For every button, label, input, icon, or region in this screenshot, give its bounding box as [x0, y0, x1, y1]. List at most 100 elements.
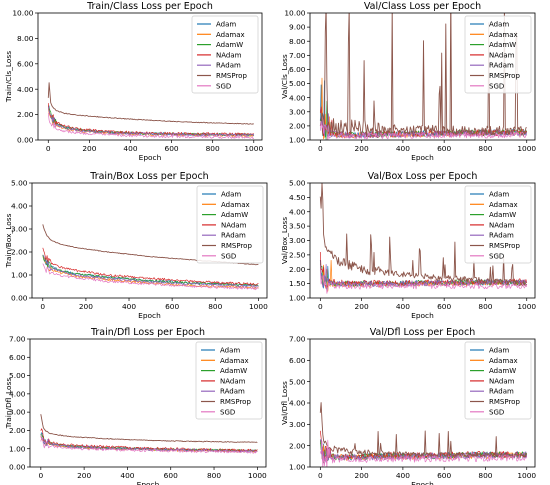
x-tick-label: 600	[165, 302, 179, 311]
axes-frame	[31, 182, 268, 299]
y-tick-label: 2.00	[11, 248, 28, 257]
y-tick-label: 1.00	[9, 444, 26, 453]
legend-entry: RAdam	[220, 388, 245, 396]
legend-box	[464, 341, 532, 420]
series-lines	[319, 183, 528, 294]
x-tick-label: 600	[437, 471, 451, 480]
series-line-adamw	[42, 254, 259, 287]
x-tick-label: 1000	[249, 302, 268, 311]
x-tick-label: 200	[355, 302, 369, 311]
y-tick-label: 6.00	[9, 353, 26, 362]
legend-box	[196, 185, 264, 264]
x-tick-label: 0	[318, 302, 323, 311]
legend-entry: AdamW	[216, 41, 243, 49]
legend-entry: AdamW	[489, 367, 516, 375]
x-tick-label: 200	[82, 144, 96, 153]
series-line-rmsprop	[319, 183, 528, 287]
y-axis-label: Val/Dfl_Loss	[280, 381, 289, 425]
y-tick-label: 6.00	[289, 356, 306, 365]
x-axis-label: Epoch	[411, 311, 434, 320]
legend-entry: Adam	[216, 21, 236, 29]
chart-title: Val/Dfl Loss per Epoch	[370, 327, 476, 338]
legend: Adam Adamax AdamW NAdam RAdam RMSProp SGD	[464, 185, 532, 264]
x-tick-label: 600	[437, 302, 451, 311]
y-tick-label: 8.00	[289, 37, 306, 46]
legend-entry: Adam	[221, 191, 241, 199]
x-tick-label: 0	[40, 302, 45, 311]
legend-entry: RMSProp	[489, 398, 520, 406]
legend: Adam Adamax AdamW NAdam RAdam RMSProp SGD	[191, 15, 259, 94]
legend: Adam Adamax AdamW NAdam RAdam RMSProp SGD	[464, 341, 532, 420]
y-tick-label: 7.00	[9, 335, 26, 344]
legend-entry: RAdam	[221, 232, 246, 240]
x-tick-label: 0	[318, 471, 323, 480]
y-axis-label: Val/Cls_Loss	[280, 54, 289, 99]
legend-entry: NAdam	[220, 377, 246, 385]
y-tick-label: 7.00	[289, 51, 306, 60]
axes-frame	[37, 12, 263, 141]
legend-entry: RAdam	[216, 62, 241, 70]
x-axis-label: Epoch	[411, 480, 434, 485]
chart-title: Val/Box Loss per Epoch	[368, 171, 478, 182]
series-lines	[42, 224, 259, 291]
legend-entry: AdamW	[221, 211, 248, 219]
legend-entry: Adam	[489, 347, 509, 355]
y-tick-label: 4.50	[289, 193, 306, 202]
x-tick-label: 0	[46, 144, 51, 153]
legend-entry: NAdam	[489, 221, 515, 229]
x-tick-label: 800	[478, 302, 492, 311]
legend-entry: Adam	[220, 347, 240, 355]
legend-entry: RMSProp	[220, 398, 251, 406]
y-axis-label: Train/Dfl_Loss	[4, 378, 13, 430]
series-lines	[47, 82, 255, 140]
chart-title: Val/Class Loss per Epoch	[364, 1, 481, 12]
y-tick-label: 9.00	[289, 23, 306, 32]
legend-entry: Adam	[489, 191, 509, 199]
chart-title: Train/Box Loss per Epoch	[89, 171, 208, 182]
legend-entry: RMSProp	[489, 72, 520, 80]
legend-entry: Adamax	[489, 357, 518, 365]
x-tick-label: 800	[207, 471, 221, 480]
legend-entry: SGD	[489, 408, 504, 416]
y-tick-label: 5.00	[289, 377, 306, 386]
x-axis-label: Epoch	[139, 153, 162, 162]
x-tick-label: 800	[478, 471, 492, 480]
legend-entry: NAdam	[221, 221, 247, 229]
y-tick-label: 0.00	[9, 463, 26, 472]
chart-panel-1: Train/Class Loss per Epoch 0 200 400 600 800 1…	[4, 1, 263, 162]
legend: Adam Adamax AdamW NAdam RAdam RMSProp SGD	[196, 185, 264, 264]
legend-entry: AdamW	[489, 41, 516, 49]
x-tick-label: 600	[165, 144, 179, 153]
series-line-sgd	[319, 269, 528, 294]
y-tick-label: 3.50	[289, 222, 306, 231]
y-tick-label: 3.00	[289, 420, 306, 429]
series-line-sgd	[40, 437, 258, 454]
series-line-sgd	[47, 112, 255, 140]
legend-entry: Adam	[489, 21, 509, 29]
legend-entry: Adamax	[220, 357, 249, 365]
chart-panel-4: Val/Box Loss per Epoch 0 200 400 600 800 1000 1…	[280, 171, 536, 320]
series-line-sgd	[42, 263, 259, 291]
x-tick-label: 1000	[248, 471, 267, 480]
y-tick-label: 4.00	[11, 202, 28, 211]
x-tick-label: 400	[122, 302, 136, 311]
y-tick-label: 2.00	[17, 110, 34, 119]
x-tick-label: 600	[437, 144, 451, 153]
y-tick-label: 3.00	[289, 107, 306, 116]
y-tick-label: 3.00	[289, 236, 306, 245]
series-line-rmsprop	[319, 13, 527, 139]
x-tick-label: 400	[120, 471, 134, 480]
x-axis-label: Epoch	[137, 480, 160, 485]
y-tick-label: 1.00	[289, 136, 306, 145]
x-tick-label: 200	[77, 471, 91, 480]
y-tick-label: 3.00	[11, 225, 28, 234]
legend-entry: SGD	[220, 408, 235, 416]
y-tick-label: 3.00	[9, 408, 26, 417]
series-line-radam	[40, 435, 258, 453]
legend-entry: SGD	[489, 82, 504, 90]
y-tick-label: 5.00	[289, 179, 306, 188]
legend-entry: RAdam	[489, 62, 514, 70]
y-tick-label: 2.00	[289, 121, 306, 130]
y-tick-label: 4.00	[289, 93, 306, 102]
y-axis-label: Train/Cls_Loss	[4, 51, 13, 103]
